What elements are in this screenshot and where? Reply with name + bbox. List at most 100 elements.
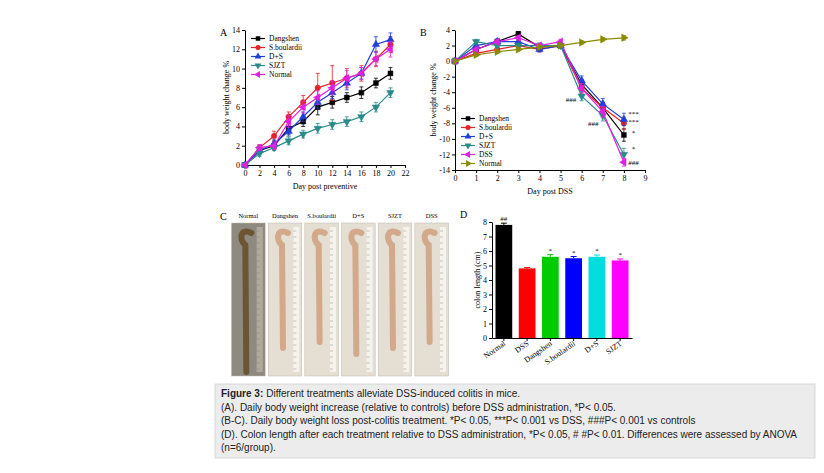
photo-ruler-tick (257, 321, 260, 322)
series-line (455, 46, 624, 124)
photo-ruler-tick (330, 345, 333, 346)
tick: 1 (483, 320, 492, 329)
photo-colon (351, 232, 361, 354)
tick-label: 5 (559, 174, 563, 183)
tick-mark (242, 30, 245, 31)
error-bar-part (359, 111, 363, 112)
photo-ruler-tick (257, 231, 260, 232)
legend-label: SJZT (269, 61, 286, 70)
marker (372, 55, 378, 62)
photo-ruler-tick (330, 315, 333, 316)
marker (621, 133, 626, 138)
photo-ruler-tick (367, 243, 370, 244)
tick-mark (303, 165, 304, 168)
photo-ruler-tick (367, 321, 370, 322)
photo-ruler-tick (403, 303, 406, 304)
error-bar (359, 87, 363, 99)
error-bar-part (374, 52, 378, 53)
series (451, 39, 627, 160)
tick: -14 (439, 166, 455, 175)
annotation: * (632, 129, 636, 137)
series-line (245, 73, 390, 165)
photo (268, 223, 302, 376)
marker (343, 119, 350, 125)
tick: 10 (314, 165, 322, 178)
photo-ruler-tick (293, 237, 296, 238)
error-bar-part (301, 112, 305, 113)
tick-label: 8 (302, 169, 306, 178)
photo-ruler-tick (257, 339, 260, 340)
photo-ruler-tick (330, 357, 333, 358)
tick: 6 (287, 165, 291, 178)
tick-mark (645, 170, 646, 173)
tick: 10 (232, 65, 245, 74)
photo-ruler-tick (257, 243, 260, 244)
photo (415, 223, 449, 376)
tick: 2 (496, 170, 500, 183)
marker (388, 71, 393, 76)
marker (343, 74, 349, 81)
photo-ruler-tick (330, 363, 333, 364)
error-bar-part (388, 32, 392, 33)
tick-label: 14 (343, 169, 351, 178)
error-bar (571, 257, 577, 259)
tick-mark (624, 170, 625, 173)
tick-mark (452, 139, 455, 140)
panel-letter: D (460, 209, 467, 220)
tick-mark (489, 237, 492, 238)
tick-label: 0 (446, 57, 450, 66)
photo-ruler-tick (257, 249, 260, 250)
error-bar-part (316, 108, 320, 109)
legend-marker (464, 151, 470, 158)
photo-ruler-tick (403, 255, 406, 256)
photo-ruler-tick (440, 369, 443, 370)
series (453, 34, 628, 65)
photo-ruler-tick (330, 351, 333, 352)
photo-ruler-tick (440, 321, 443, 322)
marker (495, 48, 501, 55)
photo-ruler-tick (403, 351, 406, 352)
bar (542, 257, 559, 338)
axis-line (455, 31, 456, 171)
error-bar (388, 68, 392, 80)
tick-label: -10 (439, 135, 450, 144)
error-bar-part (345, 85, 349, 86)
tick: 2 (236, 142, 245, 151)
marker (386, 46, 392, 53)
tick-mark (242, 107, 245, 108)
axis: 012345678 (483, 218, 493, 343)
marker (474, 51, 480, 58)
tick-label: 3 (517, 174, 521, 183)
tick: -10 (439, 135, 455, 144)
tick-mark (518, 170, 519, 173)
tick-mark (489, 266, 492, 267)
marker (622, 34, 628, 41)
tick-mark (489, 338, 492, 339)
photo-ruler-tick (367, 267, 370, 268)
photo-ruler-tick (257, 351, 260, 352)
tick: 8 (483, 218, 492, 227)
photo-ruler-tick (293, 291, 296, 292)
photo-ruler (403, 227, 409, 372)
tick-label: -2 (443, 73, 450, 82)
tick: 16 (358, 165, 366, 178)
photo-ruler-tick (293, 321, 296, 322)
tick-label: 1 (483, 320, 487, 329)
photo-ruler-tick (367, 351, 370, 352)
bar (495, 225, 512, 338)
photo-ruler-tick (293, 303, 296, 304)
tick-label: 2 (446, 42, 450, 51)
axis-title: Day post preventive (293, 182, 358, 191)
photo-ruler-tick (367, 249, 370, 250)
error-bar-part (301, 101, 305, 102)
error-bar-part (316, 114, 320, 115)
tick-mark (582, 170, 583, 173)
photo-ruler-tick (293, 231, 296, 232)
photo-ruler-tick (440, 363, 443, 364)
legend-marker (255, 64, 262, 70)
photo-ruler-tick (403, 369, 406, 370)
tick-label: 6 (483, 247, 487, 256)
photo-ruler-tick (367, 339, 370, 340)
photo-ruler-tick (293, 339, 296, 340)
series (241, 42, 393, 169)
